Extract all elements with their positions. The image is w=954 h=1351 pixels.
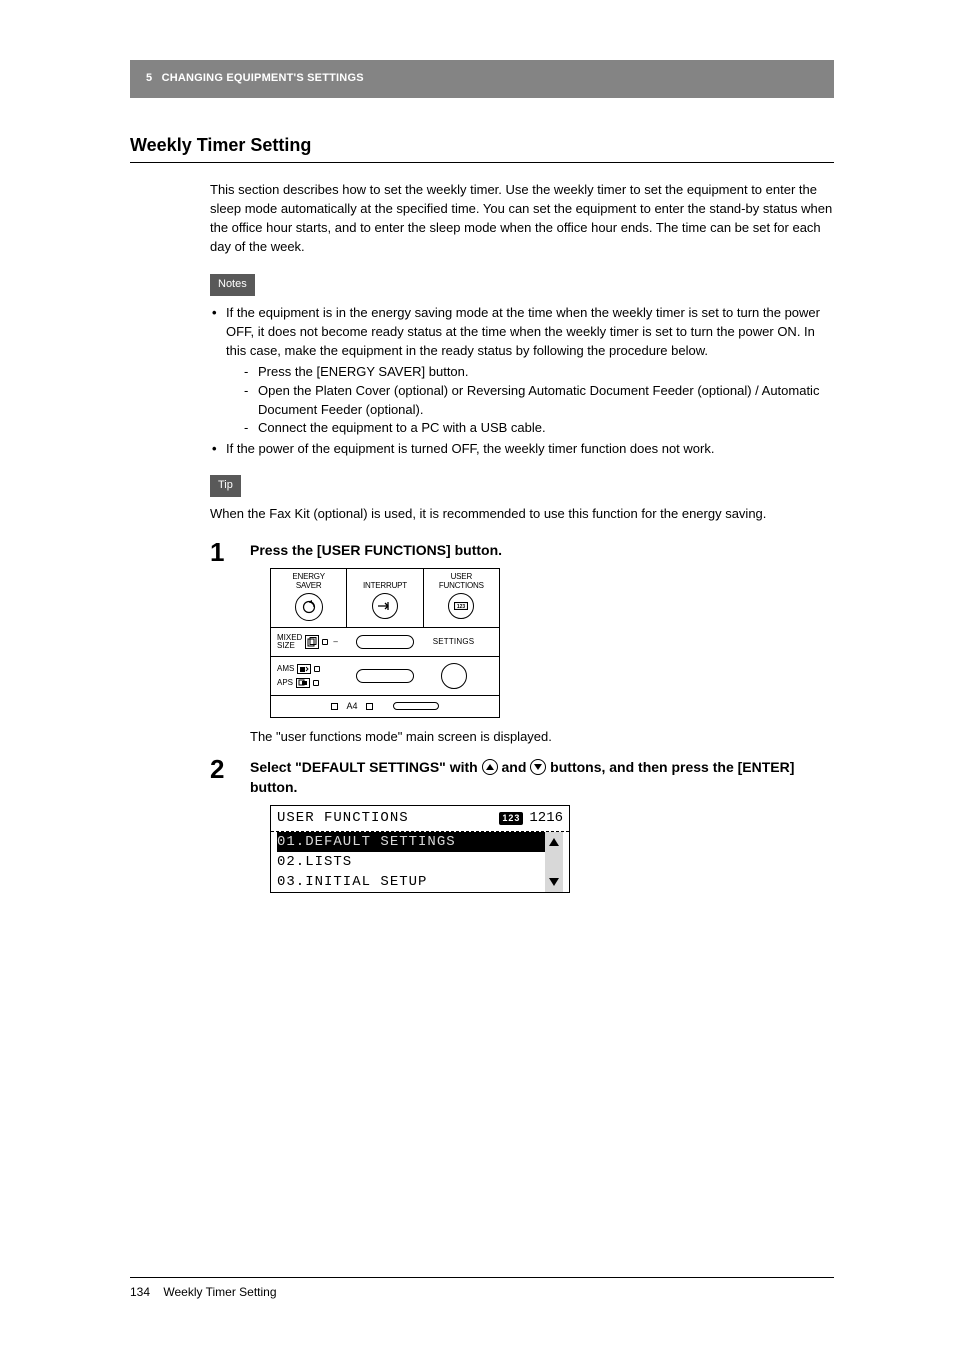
user-functions-label: USERFUNCTIONS xyxy=(426,573,497,590)
footer-title: Weekly Timer Setting xyxy=(163,1285,276,1299)
lcd-screen-title: USER FUNCTIONS xyxy=(277,808,493,828)
lamp-icon xyxy=(314,666,320,672)
step-heading-part: and xyxy=(502,759,531,775)
step-caption: The "user functions mode" main screen is… xyxy=(250,728,834,747)
lcd-screen-figure: USER FUNCTIONS 123 1216 01.DEFAULT SETTI… xyxy=(270,805,570,892)
note-subitem: Connect the equipment to a PC with a USB… xyxy=(244,419,834,438)
svg-text:123: 123 xyxy=(457,604,466,610)
scroll-down-icon xyxy=(545,872,563,892)
lcd-time: 1216 xyxy=(529,808,563,828)
lcd-menu-label: 01.DEFAULT SETTINGS xyxy=(277,832,545,852)
step-heading-part: Select "DEFAULT SETTINGS" with xyxy=(250,759,482,775)
page-number: 134 xyxy=(130,1285,150,1299)
user-functions-button-cell: USERFUNCTIONS 123 xyxy=(424,569,499,627)
tip-label: Tip xyxy=(210,475,241,497)
notes-list: If the equipment is in the energy saving… xyxy=(210,304,834,459)
settings-button-icon xyxy=(441,663,467,689)
lcd-menu-row: 02.LISTS xyxy=(271,852,569,872)
control-panel-figure: ENERGYSAVER INTERRUPT USERFUNCTIONS xyxy=(270,568,500,718)
energy-saver-label: ENERGYSAVER xyxy=(273,573,344,590)
step-heading: Select "DEFAULT SETTINGS" with and butto… xyxy=(250,757,834,798)
note-sublist: Press the [ENERGY SAVER] button. Open th… xyxy=(226,363,834,438)
page-footer: 134 Weekly Timer Setting xyxy=(130,1277,834,1301)
energy-saver-button-cell: ENERGYSAVER xyxy=(271,569,347,627)
up-button-icon xyxy=(482,759,498,775)
interrupt-icon xyxy=(372,593,398,619)
lcd-menu-label: 02.LISTS xyxy=(277,852,545,872)
note-text: If the equipment is in the energy saving… xyxy=(226,305,820,358)
notes-label: Notes xyxy=(210,274,255,296)
interrupt-button-cell: INTERRUPT xyxy=(347,569,423,627)
square-icon xyxy=(366,703,373,710)
lcd-menu-row: 01.DEFAULT SETTINGS xyxy=(271,832,569,852)
ams-icon xyxy=(297,664,311,674)
scroll-up-icon xyxy=(545,832,563,852)
down-button-icon xyxy=(530,759,546,775)
intro-paragraph: This section describes how to set the we… xyxy=(210,181,834,256)
lcd-header: USER FUNCTIONS 123 1216 xyxy=(271,806,569,831)
step-number: 2 xyxy=(210,751,224,789)
mixed-size-group: MIXEDSIZE – xyxy=(277,634,356,650)
note-item: If the power of the equipment is turned … xyxy=(210,440,834,459)
note-subitem: Press the [ENERGY SAVER] button. xyxy=(244,363,834,382)
lamp-icon xyxy=(313,680,319,686)
aps-icon xyxy=(296,678,310,688)
chapter-header-bar: 5 CHANGING EQUIPMENT'S SETTINGS xyxy=(130,60,834,98)
pill-button xyxy=(356,669,414,683)
aps-label: APS xyxy=(277,677,293,689)
page-title: Weekly Timer Setting xyxy=(130,132,834,163)
chapter-number: 5 xyxy=(146,72,152,84)
interrupt-label: INTERRUPT xyxy=(349,573,420,590)
lcd-menu-label: 03.INITIAL SETUP xyxy=(277,872,545,892)
step-heading: Press the [USER FUNCTIONS] button. xyxy=(250,540,834,560)
square-icon xyxy=(331,703,338,710)
step-1: 1 Press the [USER FUNCTIONS] button. ENE… xyxy=(210,540,834,747)
chapter-title: CHANGING EQUIPMENT'S SETTINGS xyxy=(162,72,364,84)
pill-button xyxy=(356,635,414,649)
ams-aps-group: AMS APS xyxy=(277,663,356,688)
user-functions-icon: 123 xyxy=(448,593,474,619)
mixed-size-icon xyxy=(305,635,319,649)
note-subitem: Open the Platen Cover (optional) or Reve… xyxy=(244,382,834,420)
oval-icon xyxy=(393,702,439,710)
step-number: 1 xyxy=(210,534,224,572)
lcd-menu-row: 03.INITIAL SETUP xyxy=(271,872,569,892)
paper-size-label: A4 xyxy=(346,700,357,713)
energy-saver-icon xyxy=(295,593,323,621)
scroll-spacer xyxy=(545,852,563,872)
settings-label: SETTINGS xyxy=(414,636,493,648)
lamp-icon xyxy=(322,639,328,645)
tip-text: When the Fax Kit (optional) is used, it … xyxy=(210,505,834,524)
note-text: If the power of the equipment is turned … xyxy=(226,441,714,456)
ams-label: AMS xyxy=(277,663,294,675)
note-item: If the equipment is in the energy saving… xyxy=(210,304,834,438)
mode-badge: 123 xyxy=(499,812,523,825)
step-2: 2 Select "DEFAULT SETTINGS" with and but… xyxy=(210,757,834,893)
